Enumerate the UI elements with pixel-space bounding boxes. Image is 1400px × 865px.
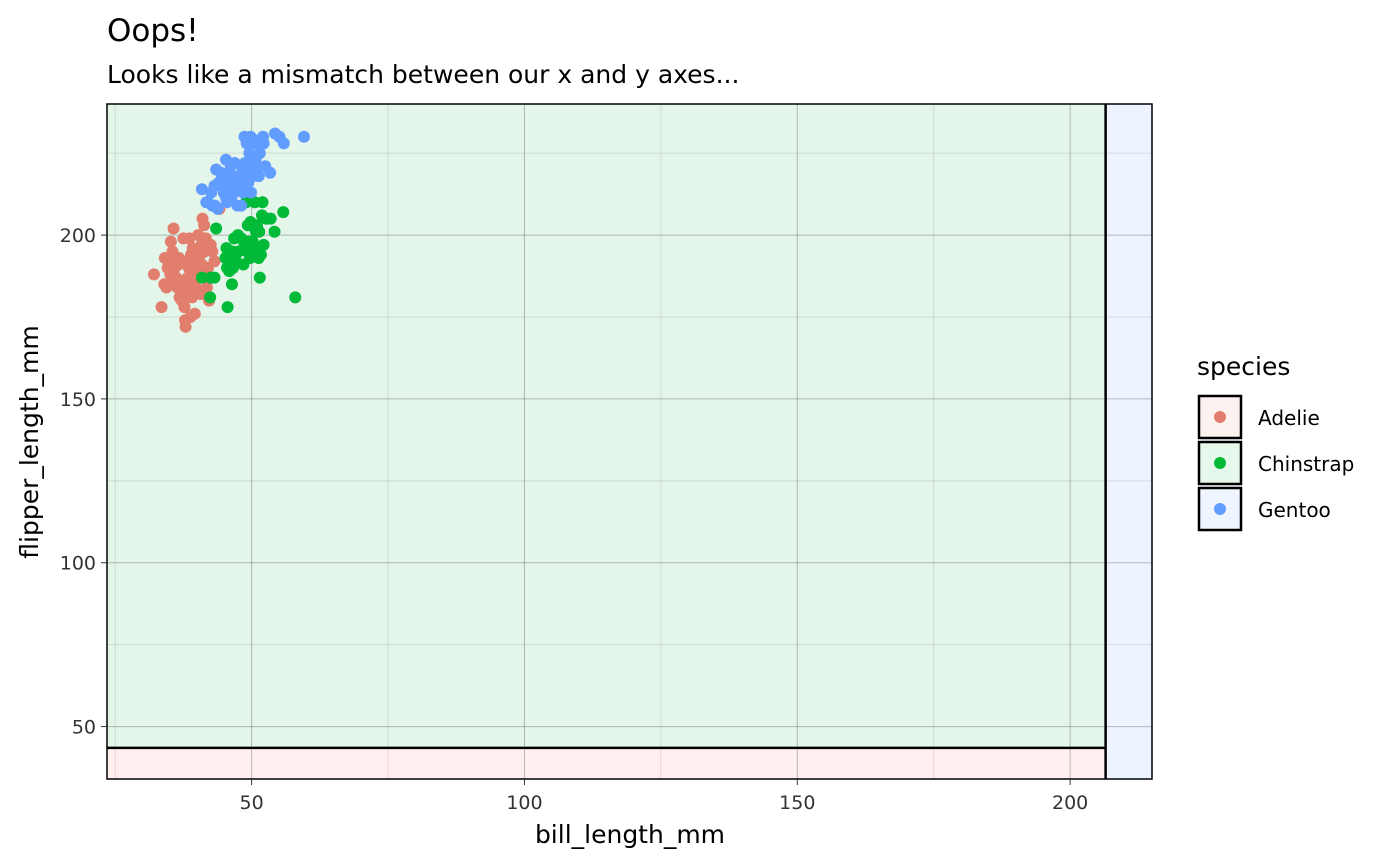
point-adelie [164, 235, 177, 248]
legend-marker-chinstrap [1214, 457, 1226, 469]
point-chinstrap [264, 212, 277, 225]
point-adelie [188, 307, 201, 320]
legend-marker-gentoo [1214, 503, 1226, 515]
point-chinstrap [268, 225, 281, 238]
chart-title: Oops! [107, 13, 199, 49]
y-tick-label: 200 [60, 225, 96, 247]
point-chinstrap [289, 291, 302, 304]
point-chinstrap [253, 271, 266, 284]
point-adelie [208, 255, 221, 268]
x-tick-label: 200 [1052, 792, 1088, 814]
point-gentoo [253, 147, 266, 160]
point-chinstrap [221, 301, 234, 314]
point-adelie [167, 222, 180, 235]
y-tick-label: 100 [60, 553, 96, 575]
point-gentoo [211, 202, 224, 215]
point-gentoo [277, 137, 290, 150]
legend-marker-adelie [1214, 411, 1226, 423]
point-chinstrap [210, 222, 223, 235]
point-gentoo [252, 170, 265, 183]
point-adelie [206, 245, 219, 258]
y-tick-label: 150 [60, 389, 96, 411]
point-adelie [200, 281, 213, 294]
y-axis-title: flipper_length_mm [15, 325, 44, 558]
axes: 50 100 150 200 50 100 150 200 [60, 103, 1153, 814]
x-tick-label: 50 [240, 792, 264, 814]
point-adelie [160, 281, 173, 294]
point-adelie [198, 219, 211, 232]
point-gentoo [195, 183, 208, 196]
data-points [147, 127, 310, 333]
panel-border [106, 103, 1153, 780]
legend: species Adelie Chinstrap Gentoo [1197, 352, 1354, 532]
point-chinstrap [204, 291, 217, 304]
x-shaded-band [1105, 104, 1152, 779]
point-adelie [178, 301, 191, 314]
point-gentoo [235, 199, 248, 212]
x-axis-title: bill_length_mm [535, 820, 725, 849]
legend-label-gentoo: Gentoo [1258, 498, 1331, 522]
point-gentoo [245, 186, 258, 199]
legend-label-chinstrap: Chinstrap [1258, 452, 1354, 476]
point-chinstrap [243, 252, 256, 265]
legend-label-adelie: Adelie [1258, 406, 1320, 430]
point-chinstrap [277, 206, 290, 219]
point-chinstrap [256, 196, 269, 209]
y-tick-label: 50 [72, 717, 96, 739]
point-adelie [179, 320, 192, 333]
chart-subtitle: Looks like a mismatch between our x and … [107, 60, 739, 89]
point-chinstrap [195, 271, 208, 284]
x-tick-label: 100 [506, 792, 542, 814]
point-gentoo [297, 130, 310, 143]
point-chinstrap [225, 278, 238, 291]
point-adelie [155, 301, 168, 314]
y-shaded-band [107, 747, 1106, 779]
point-adelie [147, 268, 160, 281]
point-chinstrap [253, 225, 266, 238]
point-chinstrap [254, 248, 267, 261]
point-gentoo [264, 166, 277, 179]
point-gentoo [257, 137, 270, 150]
point-chinstrap [257, 238, 270, 251]
x-tick-label: 150 [779, 792, 815, 814]
point-chinstrap [208, 271, 221, 284]
legend-title: species [1197, 352, 1290, 381]
